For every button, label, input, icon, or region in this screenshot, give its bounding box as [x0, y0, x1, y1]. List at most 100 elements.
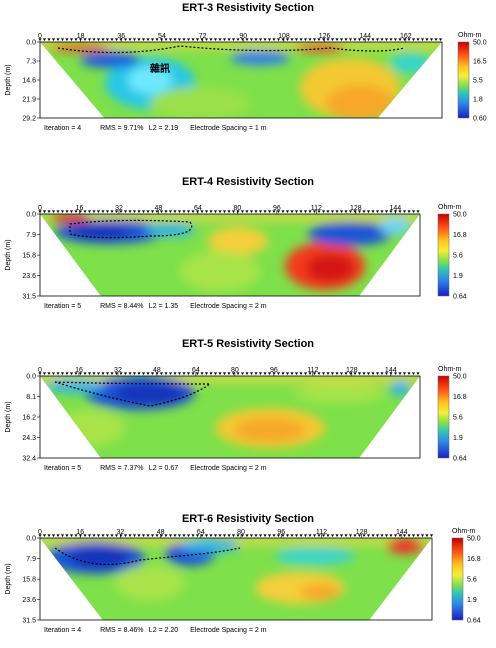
electrode-marker	[362, 534, 366, 537]
electrode-marker	[101, 210, 105, 213]
l2-value: L2 = 2.20	[149, 627, 178, 634]
electrode-marker	[222, 210, 227, 213]
electrode-marker	[371, 38, 375, 41]
electrode-marker	[303, 210, 308, 213]
x-tick-label: 18	[77, 33, 85, 40]
resistivity-anomaly	[115, 384, 185, 404]
electrode-marker	[227, 372, 231, 375]
electrode-marker	[123, 210, 128, 213]
y-tick-label: 8.1	[26, 394, 36, 401]
electrode-marker	[321, 210, 326, 213]
electrode-marker	[56, 534, 60, 537]
y-tick-label: 31.5	[22, 294, 36, 301]
y-tick-label: 7.3	[26, 59, 36, 66]
y-tick-label: 23.6	[22, 273, 36, 280]
electrode-marker	[231, 372, 236, 375]
electrode-marker	[83, 210, 87, 213]
electrode-marker	[380, 38, 384, 41]
electrode-marker	[393, 534, 398, 537]
electrode-marker	[249, 372, 254, 375]
electrode-marker	[380, 210, 384, 213]
y-axis-label: Depth (m)	[5, 64, 12, 95]
x-tick-label: 54	[158, 33, 166, 40]
chart-title: ERT-5 Resistivity Section	[181, 338, 315, 350]
electrode-marker	[119, 210, 123, 213]
electrode-marker	[258, 534, 263, 537]
resistivity-anomaly	[306, 254, 354, 282]
electrode-marker	[128, 534, 132, 537]
resistivity-anomaly	[180, 539, 240, 553]
electrode-marker	[213, 38, 218, 41]
electrode-marker	[303, 534, 308, 537]
x-tick-label: 64	[192, 367, 200, 374]
resistivity-anomaly	[230, 51, 290, 65]
interpretation-boundary	[54, 381, 212, 407]
noise-annotation: 雜訊	[150, 62, 170, 75]
resistivity-anomaly	[235, 418, 305, 442]
x-tick-label: 16	[76, 205, 84, 212]
electrode-marker	[411, 372, 416, 375]
colorbar-tick-label: 50.0	[453, 212, 467, 219]
electrode-marker	[159, 372, 164, 375]
l2-value: L2 = 0.67	[149, 465, 178, 472]
electrode-marker	[411, 210, 416, 213]
electrode-marker	[330, 372, 335, 375]
electrode-marker	[308, 38, 312, 41]
electrode-spacing-value: Electrode Spacing = 1 m	[190, 125, 267, 132]
colorbar	[457, 41, 470, 119]
electrode-marker	[105, 534, 110, 537]
electrode-marker	[204, 210, 209, 213]
electrode-marker	[330, 534, 335, 537]
electrode-marker	[416, 534, 420, 537]
electrode-marker	[213, 210, 218, 213]
x-tick-label: 128	[356, 529, 368, 536]
electrode-marker	[146, 372, 150, 375]
electrode-marker	[272, 38, 276, 41]
electrode-marker	[204, 372, 209, 375]
y-tick-label: 16.2	[22, 415, 36, 422]
electrode-marker	[263, 210, 267, 213]
electrode-marker	[132, 38, 137, 41]
electrode-marker	[168, 534, 173, 537]
resistivity-anomaly	[208, 227, 268, 255]
electrode-marker	[420, 534, 425, 537]
resistivity-anomaly	[326, 85, 394, 118]
ert3-panel: ERT-3 Resistivity Section 0 18 36 54 72 90 108…	[0, 0, 496, 160]
x-tick-label: 108	[278, 33, 290, 40]
colorbar-unit: Ohm-m	[438, 366, 462, 373]
y-tick-label: 32.4	[22, 456, 36, 463]
x-tick-label: 32	[115, 205, 123, 212]
electrode-marker	[42, 210, 47, 213]
electrode-marker	[254, 210, 258, 213]
electrode-marker	[182, 372, 186, 375]
x-tick-label: 0	[38, 205, 42, 212]
electrode-marker	[236, 38, 240, 41]
electrode-marker	[101, 372, 105, 375]
electrode-markers	[38, 38, 443, 41]
electrode-marker	[101, 38, 105, 41]
x-tick-label: 112	[307, 367, 318, 374]
electrode-marker	[92, 534, 96, 537]
x-tick-label: 16	[75, 367, 83, 374]
electrode-marker	[326, 38, 330, 41]
y-tick-label: 24.3	[22, 435, 36, 442]
electrode-marker	[191, 38, 195, 41]
electrode-marker	[137, 534, 141, 537]
resistivity-anomaly	[308, 222, 392, 246]
electrode-marker	[42, 38, 47, 41]
rms-value: RMS = 8.44%	[100, 303, 143, 310]
electrode-marker	[398, 210, 402, 213]
electrode-marker	[114, 372, 119, 375]
electrode-marker	[344, 534, 348, 537]
electrode-marker	[213, 372, 218, 375]
resistivity-anomaly	[295, 44, 345, 52]
electrode-marker	[339, 372, 344, 375]
electrode-marker	[65, 210, 69, 213]
resistivity-section	[40, 538, 432, 620]
x-tick-label: 96	[273, 205, 281, 212]
electrode-marker	[51, 38, 56, 41]
electrode-marker	[51, 210, 56, 213]
electrode-marker	[146, 38, 150, 41]
y-tick-label: 0.0	[26, 536, 36, 543]
resistivity-anomaly	[45, 379, 105, 393]
